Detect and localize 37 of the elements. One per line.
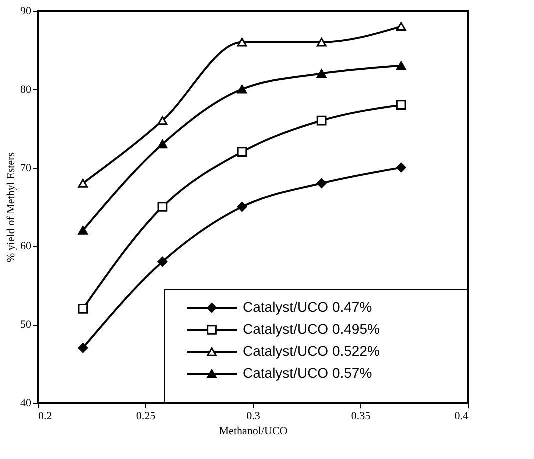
- point: [396, 100, 406, 110]
- point: [316, 38, 327, 47]
- y-tick-label: 70: [20, 162, 32, 174]
- point: [316, 116, 327, 126]
- point: [316, 178, 327, 188]
- point: [158, 140, 168, 149]
- legend-label: Catalyst/UCO 0.495%: [243, 321, 380, 337]
- point: [158, 202, 168, 212]
- point: [237, 85, 248, 94]
- y-tick-label: 80: [20, 84, 32, 96]
- point: [158, 116, 168, 126]
- point: [78, 226, 88, 235]
- x-tick-label: 0.25: [136, 410, 156, 422]
- x-tick-label: 0.35: [351, 410, 372, 422]
- legend-label: Catalyst/UCO 0.522%: [243, 343, 380, 359]
- y-tick-label: 90: [20, 6, 32, 18]
- point: [237, 38, 248, 47]
- point: [396, 162, 406, 173]
- point: [237, 147, 248, 158]
- x-tick-label: 0.3: [246, 410, 261, 422]
- x-axis-title: Methanol/UCO: [219, 426, 288, 438]
- x-tick-label: 0.2: [38, 410, 52, 422]
- y-tick-label: 60: [20, 240, 32, 253]
- y-tick-label: 50: [20, 319, 32, 332]
- point: [316, 69, 327, 78]
- y-axis-title: % yield of Methyl Esters: [6, 152, 18, 262]
- point: [78, 304, 88, 314]
- point: [396, 22, 406, 32]
- x-tick-label: 0.4: [454, 410, 469, 422]
- y-tick-label: 40: [20, 398, 32, 410]
- legend-label: Catalyst/UCO 0.47%: [243, 299, 372, 315]
- point: [78, 343, 88, 354]
- point: [78, 179, 88, 188]
- point: [237, 202, 248, 212]
- point: [396, 62, 406, 70]
- legend-label: Catalyst/UCO 0.57%: [243, 365, 372, 381]
- point: [158, 256, 168, 267]
